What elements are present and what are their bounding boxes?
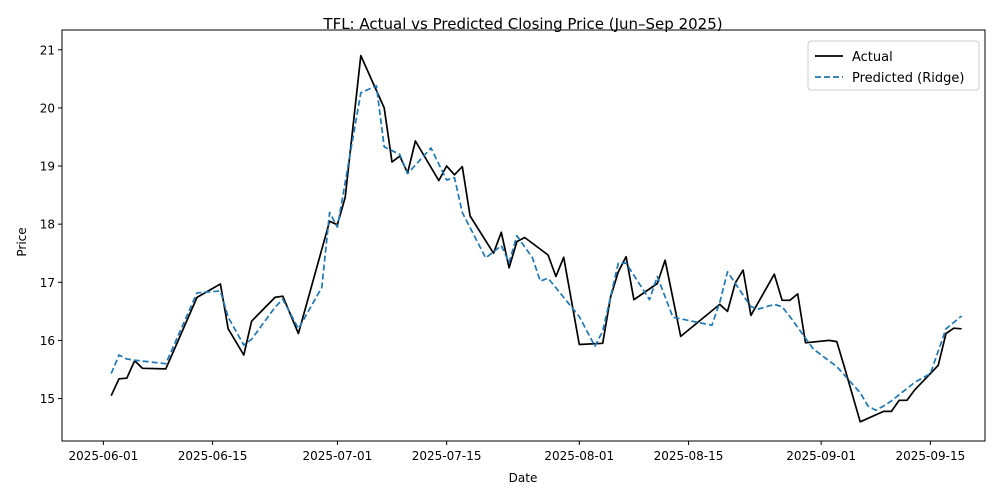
x-tick-label: 2025-07-01 bbox=[303, 449, 373, 463]
x-tick-label: 2025-06-15 bbox=[178, 449, 248, 463]
y-tick-label: 21 bbox=[40, 43, 55, 57]
y-tick-label: 19 bbox=[40, 160, 55, 174]
y-tick-label: 15 bbox=[40, 392, 55, 406]
y-tick-label: 16 bbox=[40, 334, 55, 348]
x-axis-label: Date bbox=[509, 471, 538, 485]
y-axis-label: Price bbox=[15, 227, 29, 256]
x-tick-label: 2025-09-15 bbox=[896, 449, 966, 463]
y-tick-label: 20 bbox=[40, 101, 55, 115]
series-layer bbox=[110, 54, 963, 423]
x-axis: 2025-06-01 2025-06-15 2025-07-01 2025-07-15… bbox=[68, 441, 965, 463]
y-axis: 15 16 17 18 19 20 21 bbox=[40, 43, 62, 406]
x-tick-label: 2025-06-01 bbox=[68, 449, 138, 463]
legend-label-predicted: Predicted (Ridge) bbox=[852, 71, 964, 86]
x-tick-label: 2025-07-15 bbox=[412, 449, 482, 463]
axes-border bbox=[61, 29, 986, 442]
legend-label-actual: Actual bbox=[852, 50, 893, 65]
legend-box bbox=[807, 40, 980, 91]
x-tick-label: 2025-09-01 bbox=[786, 449, 856, 463]
y-tick-label: 18 bbox=[40, 218, 55, 232]
y-tick-label: 17 bbox=[40, 276, 55, 290]
chart-title: TFL: Actual vs Predicted Closing Price (… bbox=[322, 15, 722, 33]
legend: Actual Predicted (Ridge) bbox=[807, 40, 980, 91]
series-line-predicted bbox=[110, 84, 963, 412]
x-tick-label: 2025-08-15 bbox=[654, 449, 724, 463]
x-tick-label: 2025-08-01 bbox=[544, 449, 614, 463]
series-line-actual bbox=[110, 54, 962, 423]
